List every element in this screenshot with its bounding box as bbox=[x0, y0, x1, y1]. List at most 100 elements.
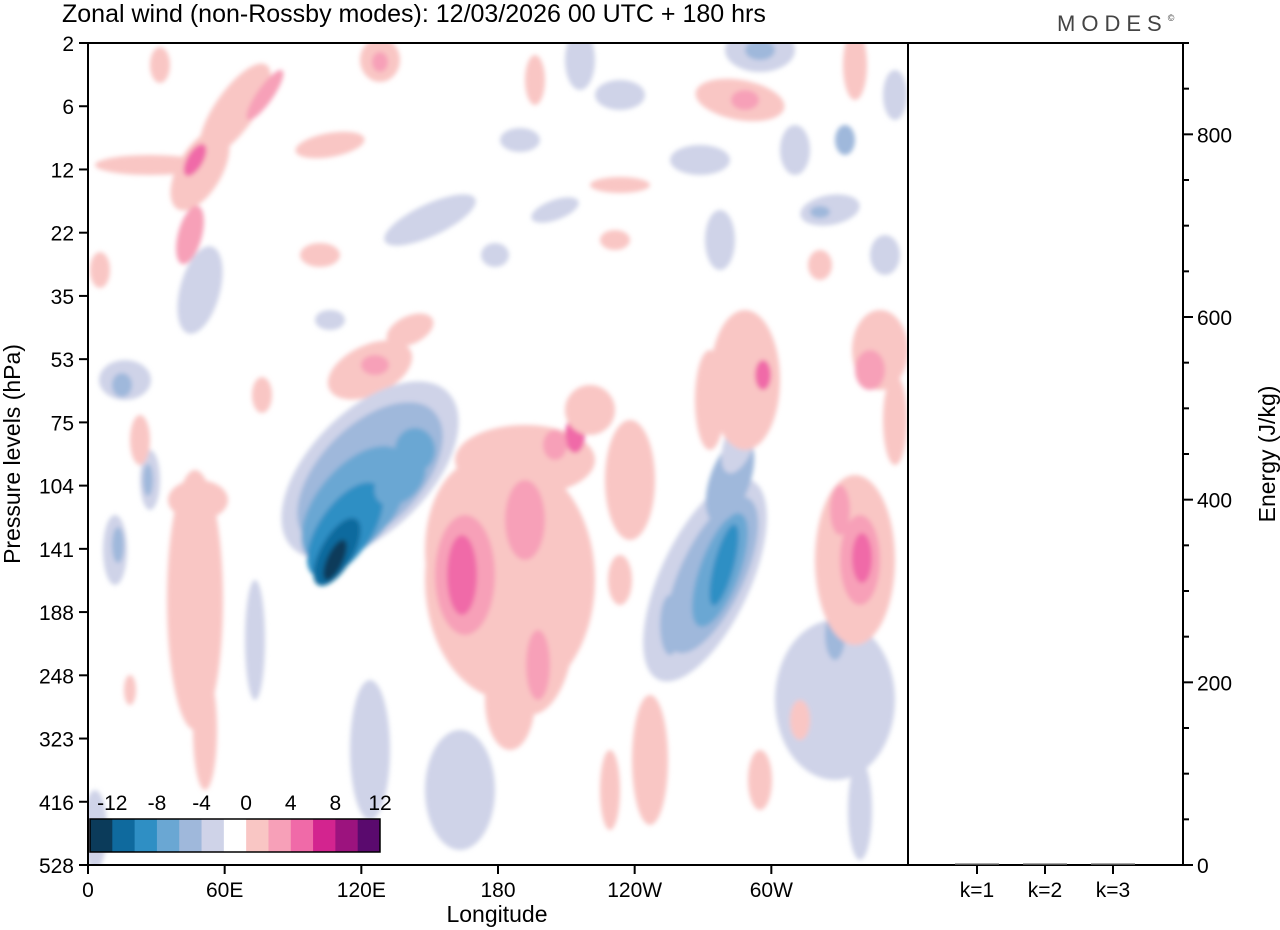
colorbar-swatch bbox=[290, 819, 314, 852]
contour-region bbox=[565, 43, 595, 90]
colorbar-frame bbox=[89, 818, 381, 853]
contour-region bbox=[808, 250, 832, 280]
contour-region bbox=[608, 555, 632, 605]
contour-region bbox=[170, 129, 230, 211]
contour-region bbox=[193, 670, 217, 790]
colorbar-label: 12 bbox=[368, 792, 391, 815]
contour-region bbox=[852, 533, 872, 583]
colorbar-swatch bbox=[335, 819, 359, 852]
y-tick-label: 141 bbox=[39, 539, 74, 562]
energy-bar bbox=[955, 863, 999, 865]
colorbar-label: 8 bbox=[330, 792, 342, 815]
contour-region bbox=[790, 700, 810, 740]
chart-title: Zonal wind (non-Rossby modes): 12/03/202… bbox=[62, 0, 766, 28]
colorbar-swatch bbox=[223, 819, 247, 852]
contour-region bbox=[447, 535, 477, 615]
heatmap-field bbox=[88, 43, 908, 865]
y-axis: 2 6 12 22 35 53 75 104 141 188 248 323 416 528 bbox=[39, 33, 88, 878]
y-tick-label: 53 bbox=[51, 349, 74, 372]
y-tick-label: 323 bbox=[39, 729, 74, 752]
x-tick-label: 60E bbox=[206, 879, 243, 902]
x-tick-label: 180 bbox=[480, 879, 515, 902]
colorbar-swatch bbox=[268, 819, 292, 852]
contour-region bbox=[168, 480, 228, 520]
contour-region bbox=[130, 415, 150, 465]
contour-region bbox=[176, 205, 204, 265]
contour-region bbox=[600, 750, 620, 830]
contour-region bbox=[870, 235, 900, 275]
colorbar-swatch bbox=[90, 819, 113, 852]
contour-region bbox=[543, 430, 567, 460]
energy-tick-label: 600 bbox=[1197, 307, 1232, 330]
contour-region bbox=[660, 595, 680, 655]
colorbar-label: 0 bbox=[240, 792, 252, 815]
energy-tick-label: 800 bbox=[1197, 124, 1232, 147]
contour-region bbox=[835, 125, 855, 155]
energy-axis: 0 200 400 600 800 bbox=[1183, 42, 1232, 878]
contour-region bbox=[848, 760, 872, 860]
x-axis: 0 60E 120E 180 120W 60W bbox=[82, 865, 793, 902]
contour-region bbox=[748, 750, 772, 810]
colorbar-label: -8 bbox=[148, 792, 167, 815]
contour-region bbox=[883, 70, 907, 120]
contour-region bbox=[315, 310, 345, 330]
contour-region bbox=[670, 145, 730, 175]
contour-region bbox=[605, 420, 655, 540]
y-tick-label: 104 bbox=[39, 476, 74, 499]
contour-region bbox=[384, 194, 476, 246]
brand-logo: MODES© bbox=[1057, 11, 1175, 36]
contour-region bbox=[800, 194, 860, 226]
brand-name: MODES bbox=[1057, 11, 1168, 36]
energy-bars bbox=[955, 863, 1135, 865]
x-tick-label: 0 bbox=[82, 879, 94, 902]
contour-region bbox=[830, 485, 850, 535]
y-tick-label: 248 bbox=[39, 665, 74, 688]
energy-axis-label: Energy (J/kg) bbox=[1254, 386, 1280, 523]
contour-region bbox=[150, 47, 170, 83]
y-tick-label: 2 bbox=[62, 33, 74, 56]
y-tick-label: 22 bbox=[51, 223, 74, 246]
contour-layers bbox=[88, 43, 908, 865]
k-tick-label: k=3 bbox=[1096, 879, 1130, 902]
contour-region bbox=[526, 630, 550, 700]
contour-region bbox=[386, 313, 434, 347]
contour-region bbox=[705, 210, 735, 270]
contour-region bbox=[525, 55, 545, 105]
colorbar-label: -4 bbox=[192, 792, 211, 815]
energy-tick-label: 0 bbox=[1197, 855, 1209, 878]
energy-tick-label: 400 bbox=[1197, 490, 1232, 513]
contour-region bbox=[565, 385, 615, 435]
contour-region bbox=[252, 377, 272, 413]
x-tick-label: 60W bbox=[750, 879, 793, 902]
brand-mark: © bbox=[1168, 13, 1175, 23]
contour-region bbox=[775, 620, 895, 780]
k-tick-label: k=2 bbox=[1028, 879, 1062, 902]
contour-region bbox=[855, 350, 885, 390]
contour-region bbox=[780, 125, 810, 175]
contour-region bbox=[295, 131, 365, 159]
colorbar-swatch bbox=[134, 819, 158, 852]
contour-region bbox=[350, 680, 390, 820]
colorbar-swatch bbox=[179, 819, 203, 852]
colorbar-swatch bbox=[357, 819, 381, 852]
y-tick-label: 416 bbox=[39, 792, 74, 815]
y-tick-label: 75 bbox=[51, 412, 74, 435]
energy-tick-label: 200 bbox=[1197, 672, 1232, 695]
y-tick-label: 528 bbox=[39, 855, 74, 878]
contour-region bbox=[112, 373, 132, 397]
energy-bar bbox=[1091, 863, 1135, 865]
contour-region bbox=[595, 80, 645, 110]
colorbar-swatch bbox=[201, 819, 225, 852]
contour-region bbox=[177, 246, 223, 334]
contour-region bbox=[395, 428, 435, 472]
contour-region bbox=[755, 360, 771, 390]
contour-region bbox=[323, 539, 347, 581]
contour-region bbox=[95, 155, 205, 175]
contour-region bbox=[710, 310, 780, 450]
y-tick-label: 6 bbox=[62, 96, 74, 119]
contour-region bbox=[695, 350, 725, 450]
contour-region bbox=[372, 52, 388, 72]
x-axis-label: Longitude bbox=[446, 901, 547, 927]
contour-region bbox=[112, 527, 124, 563]
contour-region bbox=[245, 580, 265, 700]
